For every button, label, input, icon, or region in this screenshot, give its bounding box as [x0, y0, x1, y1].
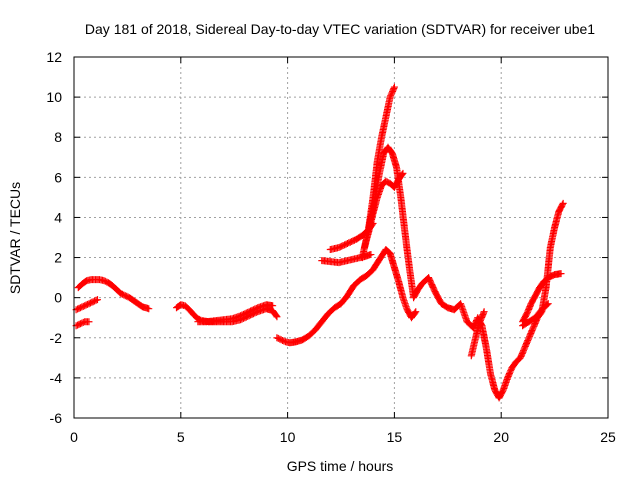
series-arc-6 [273, 246, 420, 347]
series-marks [519, 270, 565, 326]
y-tick-label: 12 [46, 49, 62, 65]
data-series [72, 83, 567, 402]
y-tick-label: 0 [54, 290, 62, 306]
y-tick-label: -4 [50, 370, 63, 386]
series-marks [194, 301, 277, 326]
y-axis-title: SDTVAR / TECUs [7, 182, 23, 294]
series-arc-3 [74, 276, 153, 313]
y-tick-label: 10 [46, 89, 62, 105]
y-tick-label: -2 [50, 330, 63, 346]
chart-title: Day 181 of 2018, Sidereal Day-to-day VTE… [85, 21, 595, 37]
series-marks [467, 308, 488, 360]
y-tick-label: 6 [54, 169, 62, 185]
plot-frame [73, 56, 609, 419]
x-tick-label: 5 [177, 429, 185, 445]
axis-ticks: 0 5 10 15 20 25 -6 -4 -2 0 2 4 6 8 10 12 [46, 49, 616, 445]
series-arc-11 [361, 169, 407, 251]
y-tick-label: 2 [54, 250, 62, 266]
series-marks [72, 318, 93, 330]
x-tick-label: 25 [600, 429, 616, 445]
series-arc-2 [72, 296, 101, 314]
y-tick-label: -6 [50, 410, 63, 426]
series-marks [72, 296, 101, 314]
series-marks [519, 300, 552, 330]
y-tick-label: 4 [54, 209, 62, 225]
x-tick-label: 10 [280, 429, 296, 445]
series-arc-1 [72, 318, 93, 330]
series-arc-12 [467, 308, 488, 360]
series-arc-13 [519, 270, 565, 326]
series-marks [273, 246, 420, 347]
series-arc-5 [194, 301, 277, 326]
y-tick-label: 8 [54, 129, 62, 145]
x-tick-label: 20 [493, 429, 509, 445]
series-marks [361, 169, 407, 251]
series-marks [74, 276, 153, 313]
x-axis-title: GPS time / hours [287, 458, 394, 474]
x-tick-label: 0 [70, 429, 78, 445]
grid [74, 57, 608, 418]
series-arc-14 [519, 300, 552, 330]
x-tick-label: 15 [387, 429, 403, 445]
